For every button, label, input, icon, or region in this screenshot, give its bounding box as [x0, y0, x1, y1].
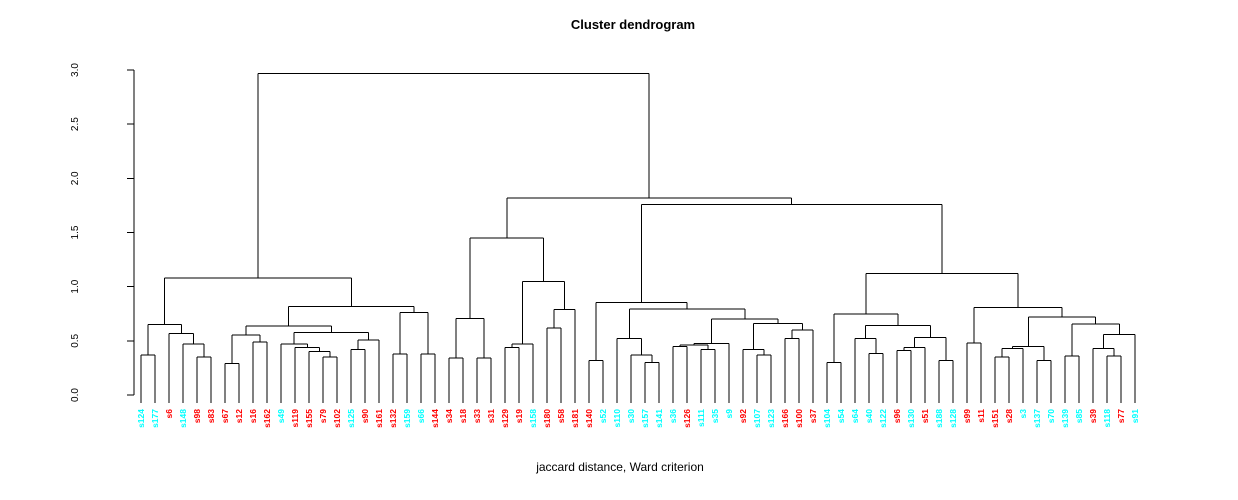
y-axis-tick-label: 2.5 — [70, 117, 81, 131]
y-axis-tick-label: 2.0 — [70, 171, 81, 185]
leaf-label: s111 — [696, 409, 706, 427]
leaf-label: s67 — [220, 409, 230, 423]
leaf-label: s102 — [332, 409, 342, 428]
leaf-label: s90 — [360, 409, 370, 423]
leaf-label: s12 — [234, 409, 244, 423]
leaf-label: s37 — [808, 409, 818, 423]
leaf-label: s64 — [850, 409, 860, 423]
leaf-label: s155 — [304, 409, 314, 428]
leaf-label: s98 — [192, 409, 202, 423]
y-axis-tick-label: 0.5 — [70, 333, 81, 347]
leaf-label: s151 — [990, 409, 1000, 428]
leaf-label: s144 — [430, 409, 440, 428]
leaf-label: s28 — [1004, 409, 1014, 423]
leaf-label: s126 — [682, 409, 692, 428]
dendrogram-lines — [140, 72, 1136, 403]
leaf-label: s79 — [318, 409, 328, 423]
leaf-label: s33 — [472, 409, 482, 423]
leaf-label: s122 — [878, 409, 888, 428]
leaf-label: s177 — [150, 409, 160, 428]
leaf-label: s104 — [822, 409, 832, 428]
leaf-label: s110 — [612, 409, 622, 428]
leaf-label: s36 — [668, 409, 678, 423]
leaf-label: s52 — [598, 409, 608, 423]
y-axis-tick-label: 1.5 — [70, 225, 81, 239]
leaf-label: s137 — [1032, 409, 1042, 428]
leaf-label: s92 — [738, 409, 748, 423]
leaf-label: s159 — [402, 409, 412, 428]
leaf-label: s6 — [164, 409, 174, 419]
leaf-label: s19 — [514, 409, 524, 423]
leaf-label: s139 — [1060, 409, 1070, 428]
leaf-label: s66 — [416, 409, 426, 423]
leaf-label: s16 — [248, 409, 258, 423]
leaf-label: s91 — [1130, 409, 1140, 423]
leaf-label: s181 — [570, 409, 580, 428]
leaf-label: s180 — [542, 409, 552, 428]
y-axis-tick-label: 1.0 — [70, 279, 81, 293]
leaf-label: s107 — [752, 409, 762, 428]
leaf-label: s85 — [1074, 409, 1084, 423]
y-axis-tick-label: 3.0 — [70, 63, 81, 77]
leaf-labels: s124 s177 s6 s148 s98 s83 s67 s12 s16 s162 s49 s119… — [136, 409, 1140, 428]
leaf-label: s18 — [458, 409, 468, 423]
leaf-label: s157 — [640, 409, 650, 428]
y-axis: 0.0 0.5 1.0 1.5 2.0 2.5 3.0 — [70, 63, 135, 402]
leaf-label: s9 — [724, 409, 734, 419]
leaf-label: s119 — [290, 409, 300, 428]
leaf-label: s54 — [836, 409, 846, 423]
leaf-label: s51 — [920, 409, 930, 423]
leaf-label: s100 — [794, 409, 804, 428]
leaf-label: s123 — [766, 409, 776, 428]
leaf-label: s11 — [976, 409, 986, 423]
leaf-label: s148 — [178, 409, 188, 428]
leaf-label: s3 — [1018, 409, 1028, 419]
leaf-label: s58 — [556, 409, 566, 423]
leaf-label: s124 — [136, 409, 146, 428]
chart-title: Cluster dendrogram — [571, 17, 695, 32]
leaf-label: s96 — [892, 409, 902, 423]
leaf-label: s31 — [486, 409, 496, 423]
leaf-label: s40 — [864, 409, 874, 423]
leaf-label: s129 — [500, 409, 510, 428]
leaf-label: s99 — [962, 409, 972, 423]
leaf-label: s77 — [1116, 409, 1126, 423]
leaf-label: s188 — [934, 409, 944, 428]
leaf-label: s141 — [654, 409, 664, 428]
leaf-label: s70 — [1046, 409, 1056, 423]
x-axis-label: jaccard distance, Ward criterion — [535, 460, 704, 474]
leaf-label: s34 — [444, 409, 454, 423]
leaf-label: s158 — [528, 409, 538, 428]
leaf-label: s118 — [1102, 409, 1112, 428]
leaf-label: s125 — [346, 409, 356, 428]
leaf-label: s35 — [710, 409, 720, 423]
leaf-label: s162 — [262, 409, 272, 428]
leaf-label: s166 — [780, 409, 790, 428]
leaf-label: s49 — [276, 409, 286, 423]
leaf-label: s132 — [388, 409, 398, 428]
leaf-label: s130 — [906, 409, 916, 428]
leaf-label: s140 — [584, 409, 594, 428]
leaf-label: s161 — [374, 409, 384, 428]
leaf-label: s30 — [626, 409, 636, 423]
leaf-label: s83 — [206, 409, 216, 423]
leaf-label: s128 — [948, 409, 958, 428]
y-axis-tick-label: 0.0 — [70, 388, 81, 402]
leaf-label: s39 — [1088, 409, 1098, 423]
